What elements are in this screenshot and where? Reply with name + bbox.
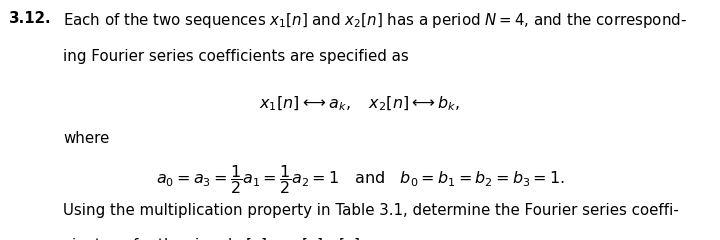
Text: cients $c_k$ for the signal $g[n] = x_1[n]x_2[n]$.: cients $c_k$ for the signal $g[n] = x_1[… — [63, 236, 365, 240]
Text: ing Fourier series coefficients are specified as: ing Fourier series coefficients are spec… — [63, 49, 409, 64]
Text: where: where — [63, 131, 109, 146]
Text: $a_0 = a_3 = \dfrac{1}{2}a_1 = \dfrac{1}{2}a_2 = 1 \quad \mathrm{and} \quad b_0 : $a_0 = a_3 = \dfrac{1}{2}a_1 = \dfrac{1}… — [156, 163, 564, 196]
Text: $x_1[n] \longleftrightarrow a_k, \quad x_2[n] \longleftrightarrow b_k,$: $x_1[n] \longleftrightarrow a_k, \quad x… — [259, 95, 461, 113]
Text: Each of the two sequences $x_1[n]$ and $x_2[n]$ has a period $N = 4$, and the co: Each of the two sequences $x_1[n]$ and $… — [63, 11, 688, 30]
Text: 3.12.: 3.12. — [9, 11, 52, 26]
Text: Using the multiplication property in Table 3.1, determine the Fourier series coe: Using the multiplication property in Tab… — [63, 203, 679, 218]
